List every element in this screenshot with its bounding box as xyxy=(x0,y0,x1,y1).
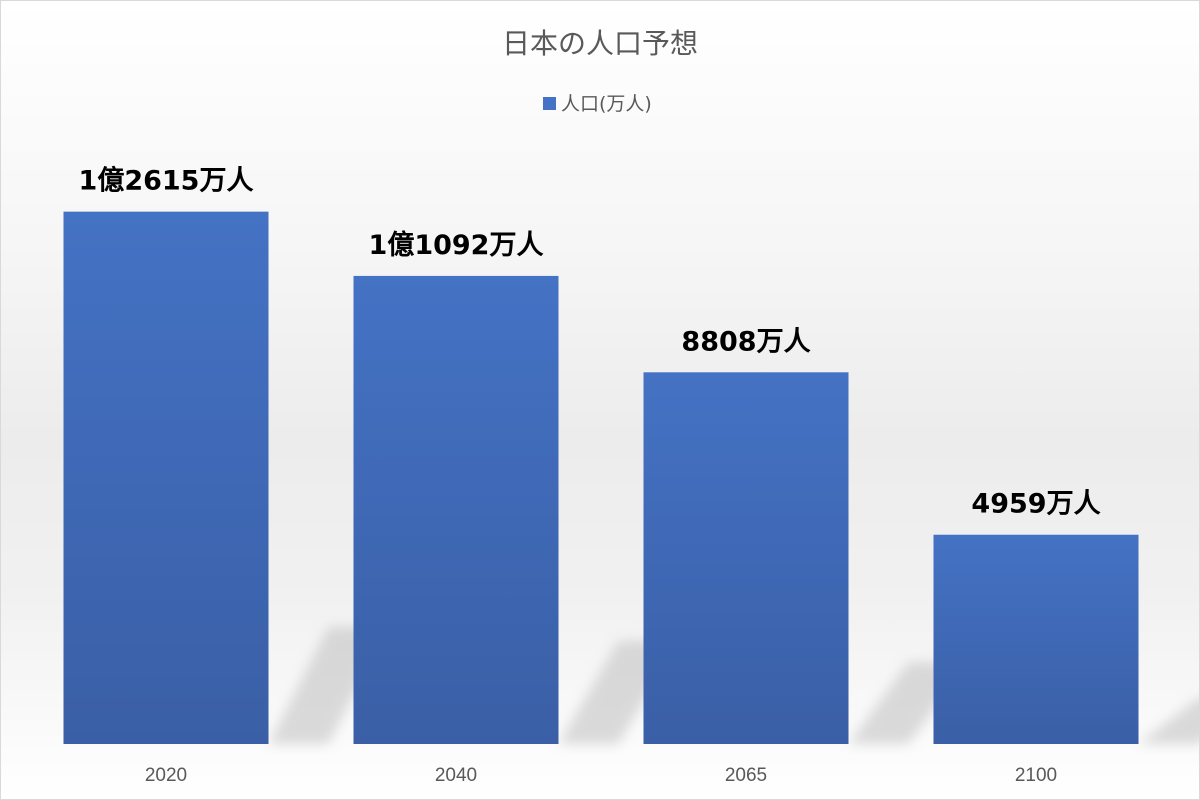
chart-title: 日本の人口予想 xyxy=(502,27,698,60)
x-tick-label-2100: 2100 xyxy=(1015,765,1057,786)
x-tick-label-2040: 2040 xyxy=(435,765,477,786)
data-label-2065: 8808万人 xyxy=(681,326,810,357)
legend-swatch xyxy=(543,97,556,110)
legend: 人口(万人) xyxy=(543,93,652,115)
x-tick-label-2020: 2020 xyxy=(145,765,187,786)
x-tick-label-2065: 2065 xyxy=(725,765,767,786)
data-label-2040: 1億1092万人 xyxy=(369,230,544,261)
bar-2040 xyxy=(353,275,559,744)
data-labels: 1億2615万人 1億1092万人 8808万人 4959万人 xyxy=(79,166,1101,520)
bar-2100 xyxy=(933,534,1139,744)
bar-2065 xyxy=(643,372,849,744)
bar-2020 xyxy=(63,211,269,745)
x-axis-ticks: 2020 2040 2065 2100 xyxy=(145,765,1057,786)
bars xyxy=(63,211,1139,745)
bar-shadow xyxy=(1138,697,1199,744)
data-label-2020: 1億2615万人 xyxy=(79,166,254,197)
legend-label: 人口(万人) xyxy=(561,93,652,115)
data-label-2100: 4959万人 xyxy=(971,489,1100,520)
